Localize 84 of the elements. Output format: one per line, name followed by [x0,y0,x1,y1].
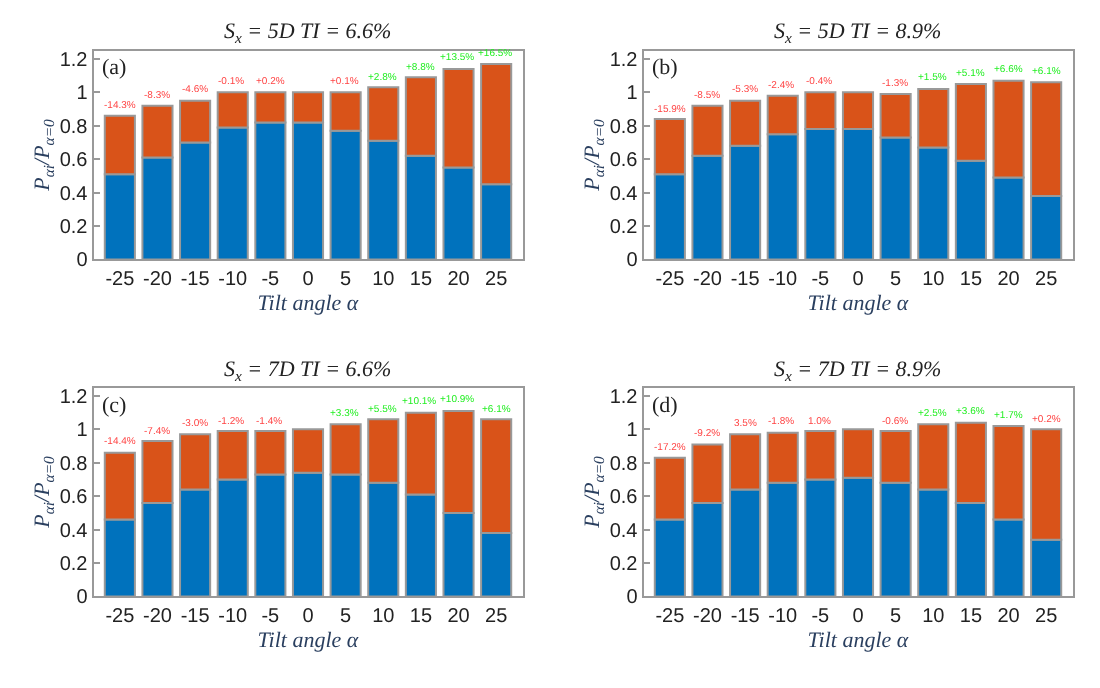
x-tick-label: -5 [261,606,281,629]
x-tick-label: -15 [730,606,761,629]
annotation: (d) [652,394,679,418]
x-tick-label: 5 [340,606,353,629]
annotation: (c) [102,394,128,418]
y-tick-label: 1.2 [59,49,89,72]
x-tick-label: -20 [693,269,723,292]
x-tick-label: 25 [1035,269,1059,292]
x-tick-label: 10 [372,606,396,629]
x-tick-label: 0 [852,606,865,629]
annotation: (a) [102,56,128,80]
y-tick-label: 0 [76,250,89,273]
y-tick-label: 0.2 [609,217,639,240]
y-tick-label: 1 [76,83,89,106]
y-tick-label: 0.6 [59,487,89,510]
x-tick-label: 0 [302,606,315,629]
x-axis-title: Tilt angle α [807,628,909,653]
x-tick-label: 0 [852,269,865,292]
x-tick-label: -15 [180,606,211,629]
y-tick-label: 1 [626,420,639,443]
y-tick-label: 1.2 [609,386,639,409]
x-tick-label: 10 [372,269,396,292]
y-tick-label: 0.4 [59,183,89,206]
y-tick-label: 0.4 [609,520,639,543]
annotation: (b) [652,56,679,80]
y-tick-label: 0.4 [609,183,639,206]
x-tick-label: -25 [655,606,686,629]
x-tick-label: -15 [730,269,761,292]
x-tick-label: -25 [655,269,686,292]
x-tick-label: -15 [180,269,211,292]
x-tick-label: 15 [409,606,433,629]
x-tick-label: 0 [302,269,315,292]
y-tick-label: 0.4 [59,520,89,543]
x-tick-label: 20 [997,269,1021,292]
y-tick-label: 1 [76,420,89,443]
x-tick-label: 5 [890,606,903,629]
y-tick-label: 0.8 [609,116,639,139]
chart-title: S$_{x}$ = 7D TI = 8.9% [774,358,942,385]
x-axis-title: Tilt angle α [257,291,359,316]
x-tick-label: 25 [1035,606,1059,629]
x-tick-label: 10 [922,606,946,629]
y-tick-label: 0.2 [59,217,89,240]
y-tick-label: 0.2 [609,554,639,577]
x-tick-label: 25 [485,269,509,292]
x-tick-label: -5 [811,269,831,292]
x-tick-label: 10 [922,269,946,292]
y-tick-label: 0.6 [59,150,89,173]
y-tick-label: 0.6 [609,487,639,510]
x-tick-label: 20 [447,606,471,629]
x-tick-label: -10 [218,269,249,292]
chart-title: S$_{x}$ = 5D TI = 8.9% [774,20,942,47]
x-tick-label: -10 [218,606,249,629]
y-tick-label: 0 [626,250,639,273]
x-tick-label: 15 [959,269,983,292]
y-tick-label: 0 [76,587,89,610]
y-tick-label: 0.8 [59,116,89,139]
y-tick-label: 0.8 [609,453,639,476]
y-tick-label: 1.2 [59,386,89,409]
x-axis-title: Tilt angle α [807,291,909,316]
x-tick-label: -10 [768,606,799,629]
x-tick-label: -20 [143,606,173,629]
x-tick-label: -20 [693,606,723,629]
chart-title: S$_{x}$ = 5D TI = 6.6% [224,20,392,47]
x-tick-label: 25 [485,606,509,629]
x-tick-label: -20 [143,269,173,292]
y-tick-label: 0 [626,587,639,610]
x-tick-label: 15 [959,606,983,629]
y-tick-label: 0.8 [59,453,89,476]
y-tick-label: 1 [626,83,639,106]
y-tick-label: 1.2 [609,49,639,72]
x-tick-label: 5 [340,269,353,292]
chart-title: S$_{x}$ = 7D TI = 6.6% [224,358,392,385]
x-tick-label: -25 [105,606,136,629]
x-tick-label: 15 [409,269,433,292]
y-tick-label: 0.2 [59,554,89,577]
x-tick-label: 5 [890,269,903,292]
y-tick-label: 0.6 [609,150,639,173]
x-tick-label: 20 [447,269,471,292]
x-tick-label: -10 [768,269,799,292]
x-tick-label: -5 [811,606,831,629]
x-axis-title: Tilt angle α [257,628,359,653]
x-tick-label: -5 [261,269,281,292]
x-tick-label: 20 [997,606,1021,629]
x-tick-label: -25 [105,269,136,292]
